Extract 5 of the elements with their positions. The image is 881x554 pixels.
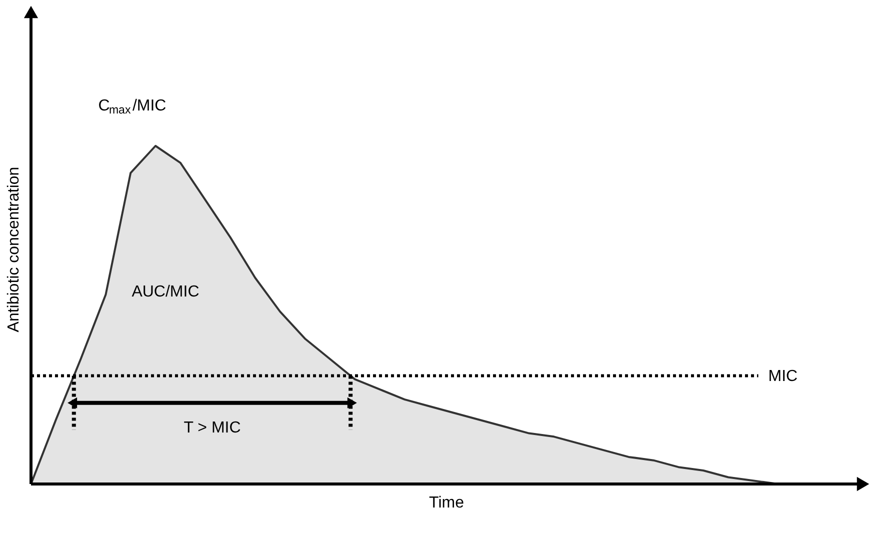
annotation: T > MIC xyxy=(184,420,241,437)
ref-line-label: MIC xyxy=(768,368,798,385)
y-axis-title: Antibiotic concentration xyxy=(6,166,22,332)
x-axis-title: Time xyxy=(429,494,464,512)
annotation: AUC/MIC xyxy=(132,283,200,300)
